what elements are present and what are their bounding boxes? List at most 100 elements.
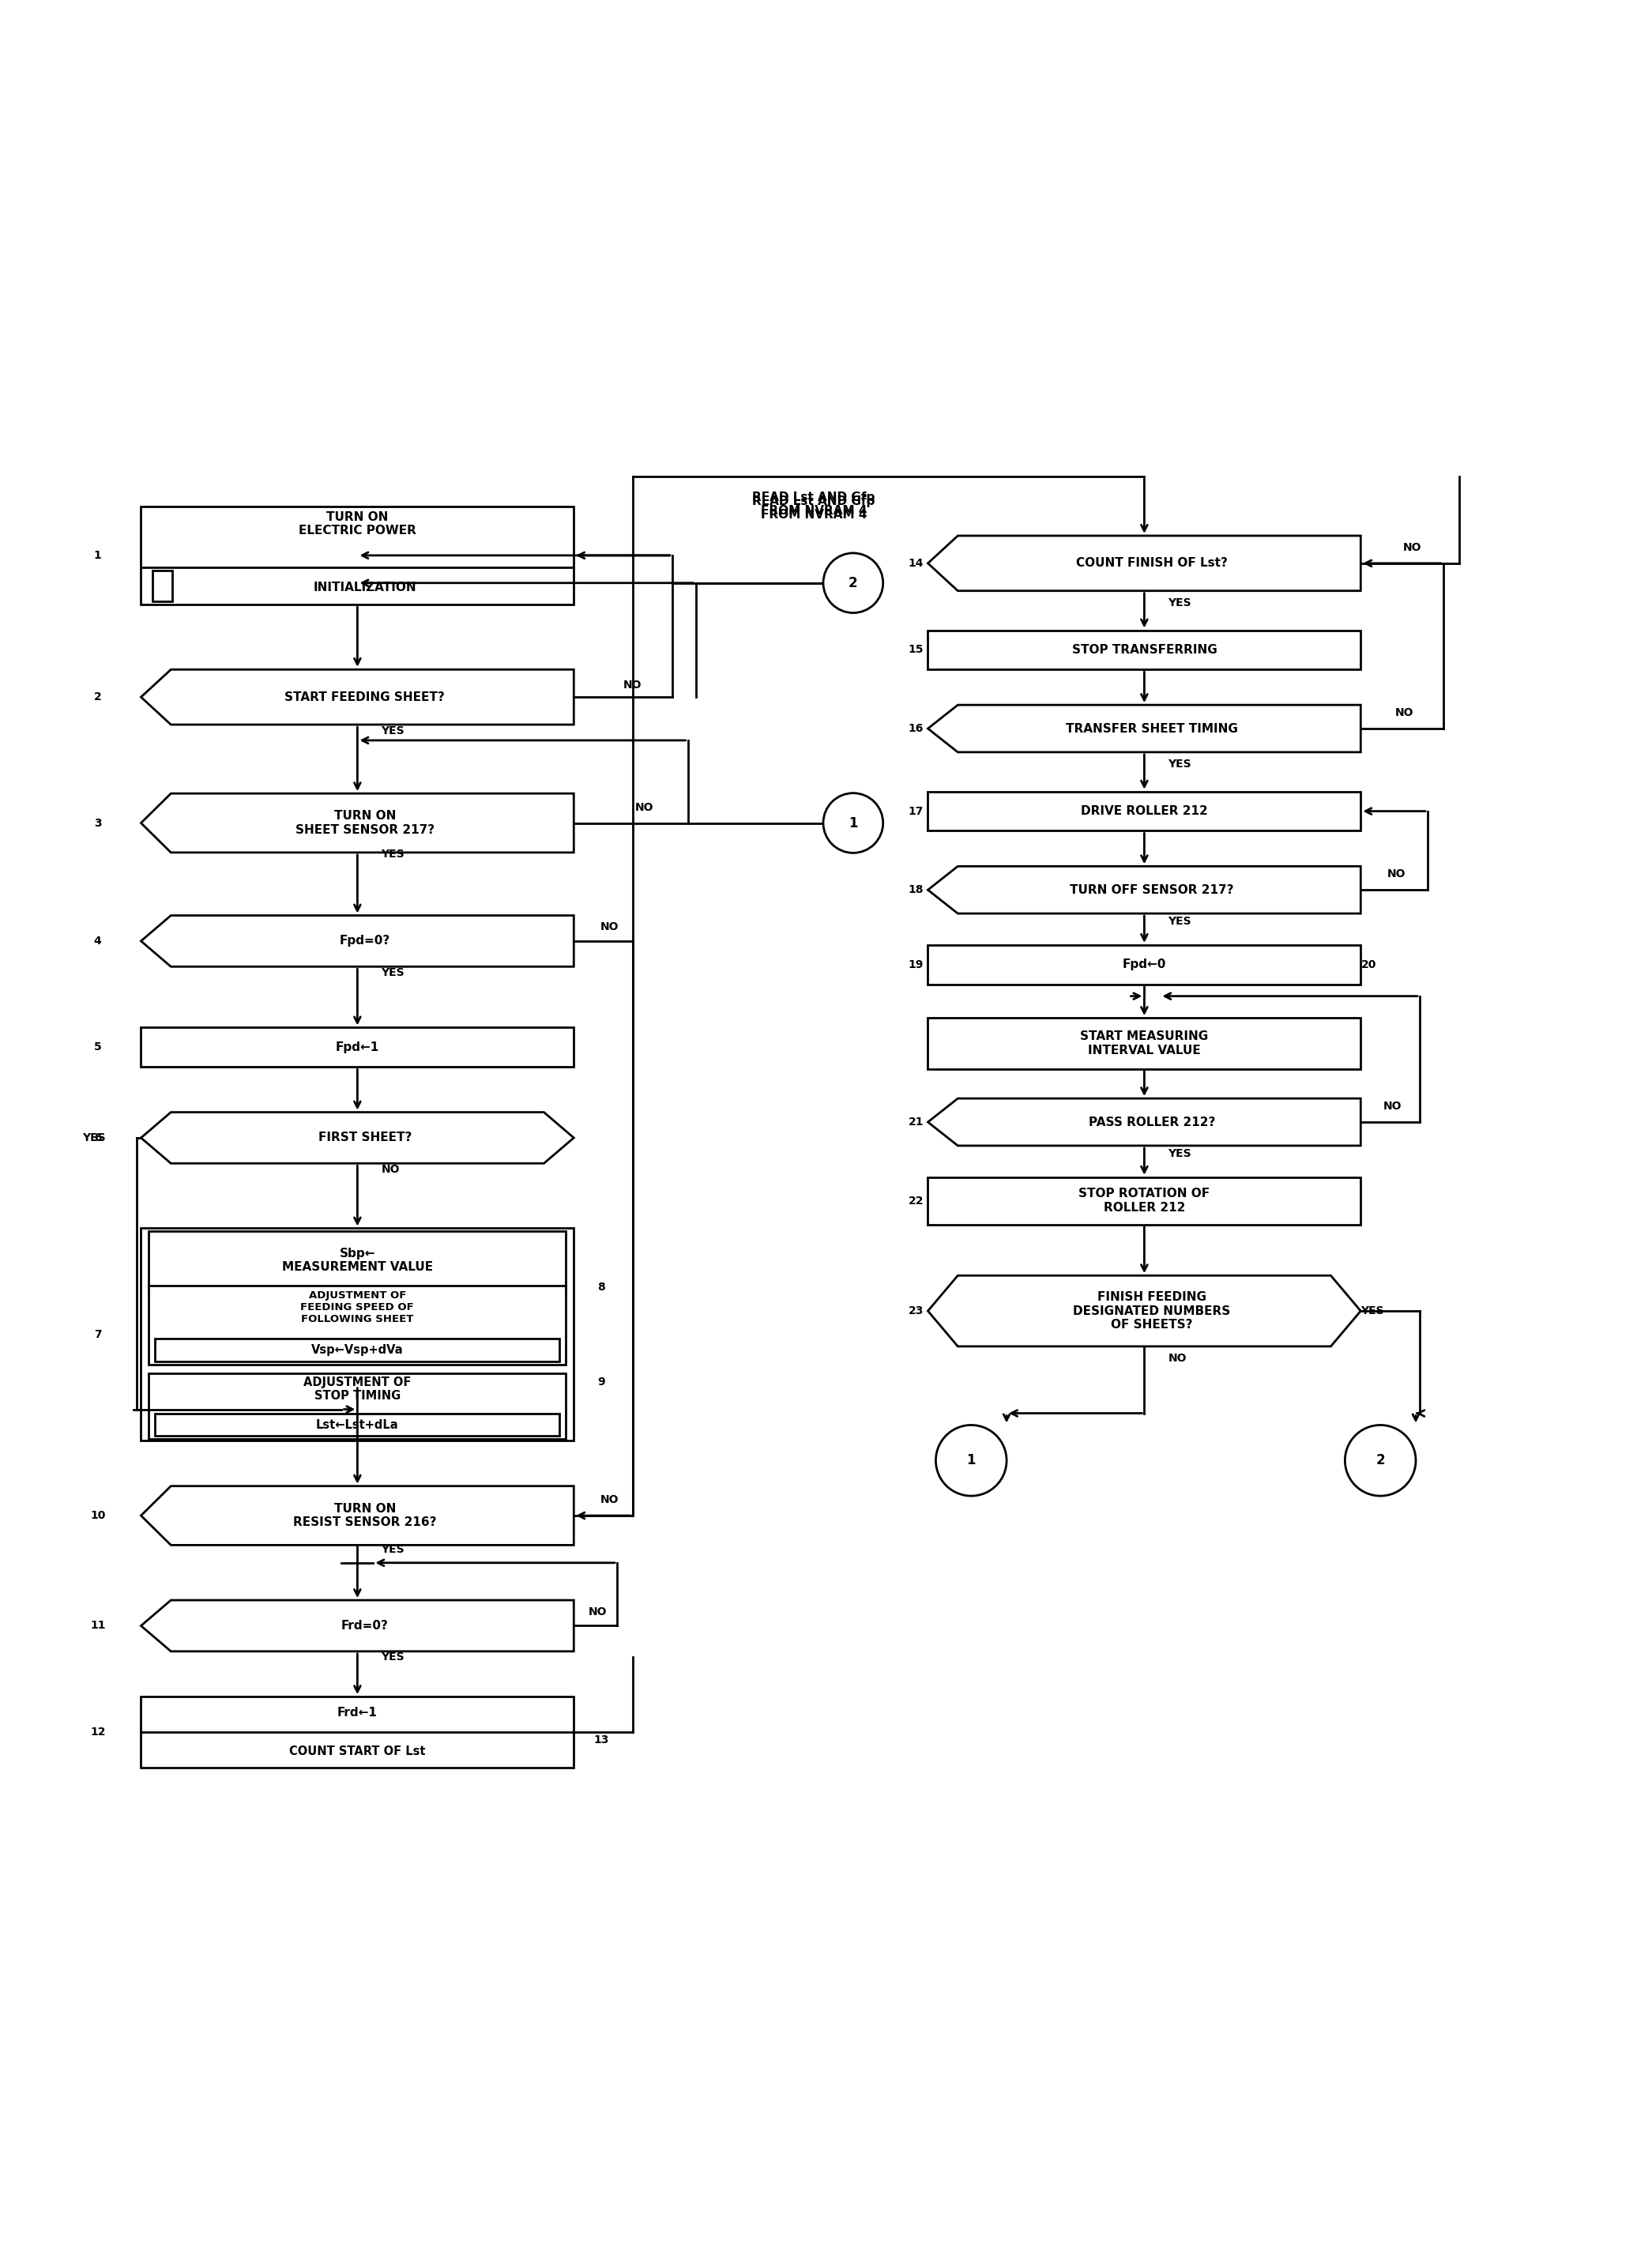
Bar — [152, 570, 172, 601]
Circle shape — [823, 554, 884, 613]
Polygon shape — [928, 536, 1361, 590]
Text: NO: NO — [600, 1495, 618, 1504]
Text: INITIALIZATION: INITIALIZATION — [314, 581, 416, 595]
Text: 10: 10 — [91, 1511, 106, 1520]
Text: NO: NO — [623, 680, 643, 691]
Text: Vsp←Vsp+dVa: Vsp←Vsp+dVa — [311, 1344, 403, 1356]
Text: 12: 12 — [89, 1727, 106, 1739]
Text: STOP ROTATION OF
ROLLER 212: STOP ROTATION OF ROLLER 212 — [1079, 1189, 1209, 1214]
Bar — [155, 1414, 560, 1437]
Text: 17: 17 — [909, 806, 923, 817]
Text: YES: YES — [1168, 917, 1191, 928]
Text: 15: 15 — [909, 644, 923, 655]
Text: YES: YES — [1168, 597, 1191, 608]
Text: 18: 18 — [909, 885, 923, 896]
Text: NO: NO — [1394, 707, 1412, 718]
Text: 1: 1 — [966, 1453, 976, 1468]
Text: Frd=0?: Frd=0? — [342, 1619, 388, 1633]
Text: 2: 2 — [849, 577, 857, 590]
Polygon shape — [140, 917, 573, 966]
Polygon shape — [140, 1486, 573, 1545]
Text: Fpd←1: Fpd←1 — [335, 1040, 380, 1054]
Text: TURN ON
ELECTRIC POWER: TURN ON ELECTRIC POWER — [299, 511, 416, 536]
Text: YES: YES — [1168, 1149, 1191, 1160]
Text: 1: 1 — [849, 815, 857, 831]
Text: FINISH FEEDING
DESIGNATED NUMBERS
OF SHEETS?: FINISH FEEDING DESIGNATED NUMBERS OF SHE… — [1074, 1290, 1231, 1331]
Text: Lst←Lst+dLa: Lst←Lst+dLa — [316, 1419, 398, 1430]
Text: 5: 5 — [94, 1043, 101, 1054]
Text: COUNT FINISH OF Lst?: COUNT FINISH OF Lst? — [1075, 556, 1227, 570]
Polygon shape — [140, 669, 573, 725]
Text: NO: NO — [600, 921, 618, 932]
Text: NO: NO — [1386, 869, 1406, 881]
Text: TURN OFF SENSOR 217?: TURN OFF SENSOR 217? — [1070, 885, 1234, 896]
Text: YES: YES — [382, 725, 405, 736]
Text: 2: 2 — [1376, 1453, 1384, 1468]
Text: 21: 21 — [909, 1117, 923, 1128]
Circle shape — [935, 1426, 1006, 1495]
Bar — [140, 1227, 573, 1441]
Bar — [149, 1232, 567, 1288]
Text: Sbp←
MEASUREMENT VALUE: Sbp← MEASUREMENT VALUE — [282, 1248, 433, 1272]
Text: NO: NO — [636, 802, 654, 813]
Bar — [140, 507, 573, 604]
Bar — [149, 1286, 567, 1365]
Bar — [140, 1027, 573, 1067]
Text: YES: YES — [382, 1651, 405, 1662]
Text: YES: YES — [1361, 1306, 1384, 1317]
Text: Fpd=0?: Fpd=0? — [340, 935, 390, 948]
Circle shape — [1345, 1426, 1416, 1495]
Text: TURN ON
RESIST SENSOR 216?: TURN ON RESIST SENSOR 216? — [292, 1502, 436, 1529]
Text: 23: 23 — [909, 1306, 923, 1317]
Text: NO: NO — [1383, 1101, 1401, 1112]
Text: 8: 8 — [598, 1281, 605, 1293]
Text: READ Lst AND Gfp
FROM NVRAM 4: READ Lst AND Gfp FROM NVRAM 4 — [752, 491, 876, 518]
Bar — [928, 946, 1361, 984]
Text: 4: 4 — [94, 935, 101, 946]
Text: NO: NO — [1403, 543, 1421, 554]
Text: YES: YES — [83, 1133, 106, 1144]
Text: 3: 3 — [94, 817, 101, 829]
Text: YES: YES — [382, 849, 405, 860]
Text: YES: YES — [382, 966, 405, 977]
Text: ADJUSTMENT OF
STOP TIMING: ADJUSTMENT OF STOP TIMING — [304, 1376, 411, 1403]
Text: ADJUSTMENT OF
FEEDING SPEED OF
FOLLOWING SHEET: ADJUSTMENT OF FEEDING SPEED OF FOLLOWING… — [301, 1290, 415, 1324]
Text: NO: NO — [588, 1606, 606, 1617]
Text: 7: 7 — [94, 1329, 101, 1340]
Text: 16: 16 — [909, 723, 923, 734]
Bar — [140, 1696, 573, 1768]
Bar — [928, 1018, 1361, 1070]
Text: 13: 13 — [593, 1734, 610, 1745]
Text: START MEASURING
INTERVAL VALUE: START MEASURING INTERVAL VALUE — [1080, 1031, 1208, 1056]
Bar — [928, 631, 1361, 669]
Text: 22: 22 — [909, 1196, 923, 1207]
Bar — [928, 1178, 1361, 1225]
Polygon shape — [928, 1275, 1361, 1347]
Polygon shape — [928, 867, 1361, 914]
Text: 11: 11 — [89, 1619, 106, 1630]
Text: 2: 2 — [94, 691, 101, 703]
Text: PASS ROLLER 212?: PASS ROLLER 212? — [1089, 1117, 1216, 1128]
Text: 20: 20 — [1361, 959, 1376, 971]
Text: 19: 19 — [909, 959, 923, 971]
Polygon shape — [140, 1112, 573, 1164]
Text: FIRST SHEET?: FIRST SHEET? — [319, 1133, 411, 1144]
Bar — [928, 790, 1361, 831]
Text: NO: NO — [382, 1164, 400, 1176]
Text: Fpd←0: Fpd←0 — [1122, 959, 1166, 971]
Text: 1: 1 — [94, 549, 101, 561]
Bar — [155, 1340, 560, 1360]
Polygon shape — [928, 705, 1361, 752]
Polygon shape — [928, 1099, 1361, 1146]
Text: NO: NO — [1168, 1353, 1186, 1365]
Bar — [149, 1374, 567, 1439]
Text: Frd←1: Frd←1 — [337, 1707, 378, 1718]
Circle shape — [823, 793, 884, 854]
Text: STOP TRANSFERRING: STOP TRANSFERRING — [1072, 644, 1218, 655]
Text: COUNT START OF Lst: COUNT START OF Lst — [289, 1745, 426, 1757]
Text: TURN ON
SHEET SENSOR 217?: TURN ON SHEET SENSOR 217? — [296, 811, 434, 835]
Text: READ Lst AND Gfp
FROM NVRAM 4: READ Lst AND Gfp FROM NVRAM 4 — [752, 495, 876, 520]
Text: DRIVE ROLLER 212: DRIVE ROLLER 212 — [1080, 806, 1208, 817]
Text: 6: 6 — [94, 1133, 101, 1144]
Polygon shape — [140, 793, 573, 854]
